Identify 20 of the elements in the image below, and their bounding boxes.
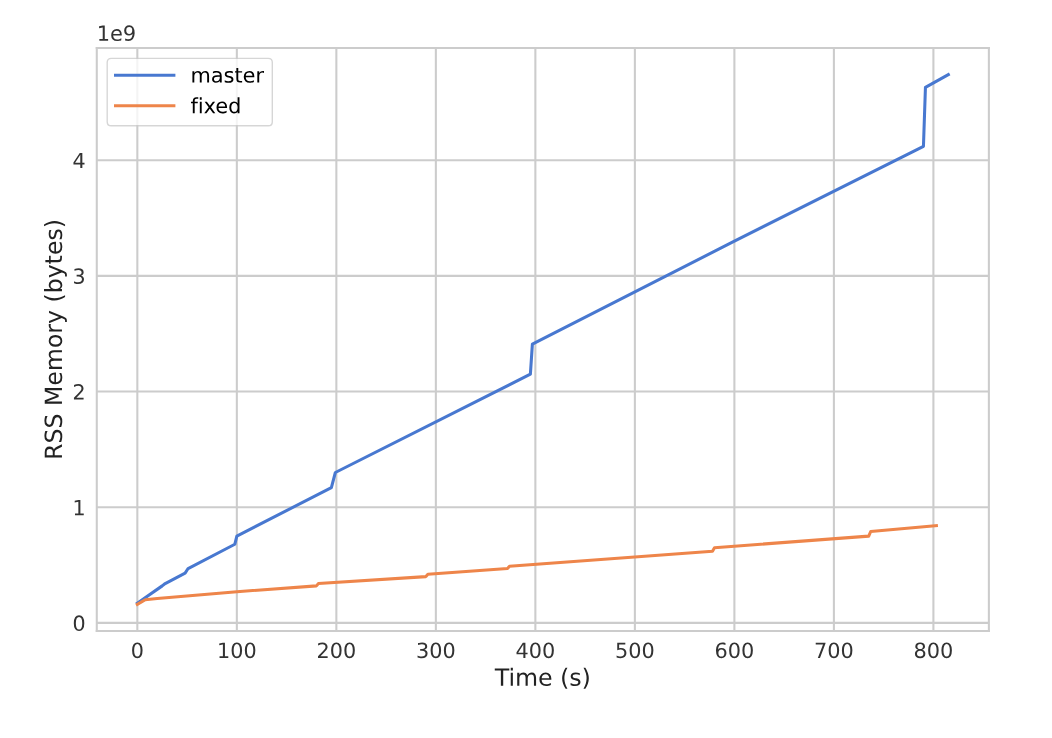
legend-label: fixed <box>191 97 240 114</box>
legend-label: master <box>192 67 264 83</box>
x-tick-label: 600 <box>715 642 753 659</box>
x-tick-label: 400 <box>516 642 554 659</box>
x-tick-label: 300 <box>417 642 455 659</box>
y-tick-label: 3 <box>74 268 84 285</box>
y-tick-label: 0 <box>73 615 85 632</box>
text: 1e9 <box>99 25 135 42</box>
x-tick-label: 700 <box>815 642 853 659</box>
x-tick-label: 800 <box>914 642 952 659</box>
y-tick-label: 2 <box>73 383 84 400</box>
x-axis-title: Time (s) <box>494 667 589 689</box>
x-tick-label: 200 <box>318 642 355 659</box>
y-axis-title: RSS Memory (bytes) <box>44 221 67 458</box>
line-series <box>135 524 938 606</box>
x-tick-label: 0 <box>132 642 143 659</box>
y-tick-label: 4 <box>73 152 85 169</box>
x-tick-label: 500 <box>616 642 654 659</box>
x-tick-label: 100 <box>219 642 256 659</box>
y-tick-label: 1 <box>74 499 84 516</box>
